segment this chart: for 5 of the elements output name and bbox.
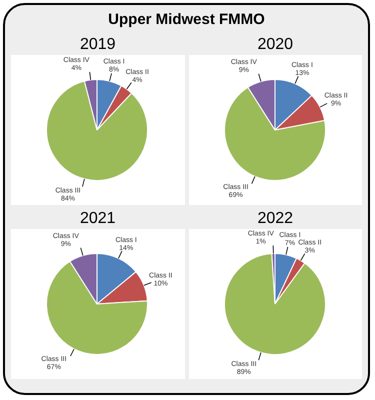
text: Upper Midwest FMMO	[107, 10, 266, 30]
chart-title: 2022	[188, 209, 362, 229]
chart-title: 2019	[11, 35, 184, 55]
chart-title: 2021	[11, 209, 184, 229]
chart-title: 2020	[188, 35, 362, 55]
